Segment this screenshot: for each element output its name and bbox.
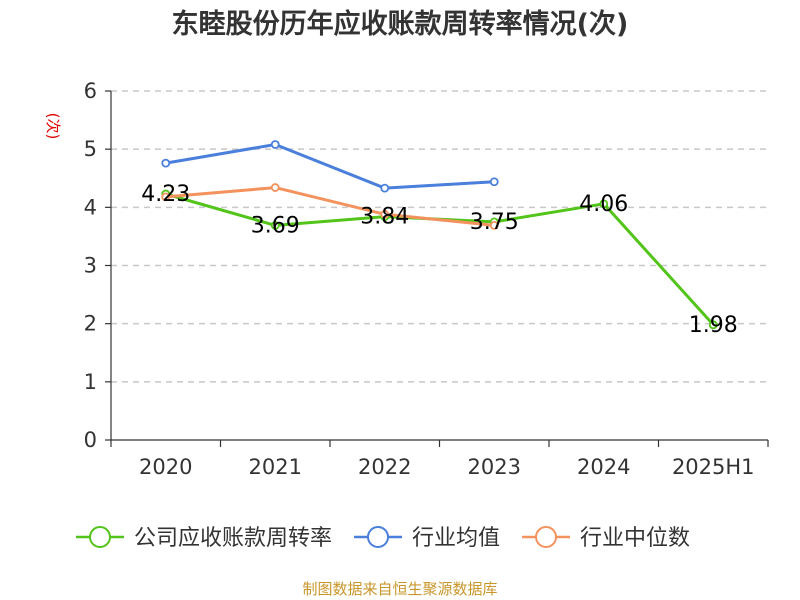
data-point (599, 199, 609, 209)
data-point (270, 220, 280, 230)
data-point (161, 158, 171, 168)
y-tick-label: 4 (84, 195, 97, 219)
y-tick-label: 2 (84, 312, 97, 336)
data-label: 1.98 (689, 313, 738, 338)
legend-label: 公司应收账款周转率 (134, 526, 332, 551)
axes (105, 90, 769, 447)
data-point (270, 183, 280, 192)
data-point (708, 320, 718, 330)
source-note: 制图数据来自恒生聚源数据库 (302, 580, 497, 598)
chart-title: 东睦股份历年应收账款周转率情况(次) (172, 8, 629, 40)
x-tick-label: 2022 (358, 455, 411, 479)
x-tick-label: 2021 (249, 455, 302, 479)
y-axis-label: (次) (44, 113, 62, 140)
legend-label: 行业均值 (412, 526, 500, 551)
y-tick-label: 0 (84, 428, 97, 452)
x-tick-label: 2025H1 (672, 455, 755, 479)
y-tick-label: 1 (84, 370, 97, 394)
data-point (380, 209, 390, 219)
data-labels: 4.23 3.69 3.84 3.75 4.06 1.98 (141, 182, 737, 338)
y-tick-label: 6 (84, 79, 97, 103)
y-tick-label: 3 (84, 254, 97, 278)
data-label: 3.75 (470, 210, 519, 235)
series-line (165, 143, 495, 190)
data-label: 3.69 (251, 213, 300, 238)
legend-swatch-marker (367, 526, 390, 548)
y-tick-labels: 0 1 2 3 4 5 6 (84, 79, 97, 452)
data-point (489, 177, 499, 187)
gridlines (111, 90, 768, 383)
legend-swatch-marker (535, 526, 558, 548)
data-point (489, 220, 499, 230)
legend-swatch-marker (89, 526, 111, 548)
x-tick-label: 2024 (577, 455, 630, 479)
legend-label: 行业中位数 (580, 526, 690, 551)
x-tick-label: 2020 (139, 455, 192, 479)
y-tick-label: 5 (84, 137, 97, 161)
data-label: 4.23 (141, 182, 190, 207)
x-tick-labels: 2020 2021 2022 2023 2024 2025H1 (139, 455, 755, 479)
legend: 公司应收账款周转率 行业均值 行业中位数 (76, 526, 690, 551)
data-point (380, 183, 390, 193)
x-tick-label: 2023 (468, 455, 521, 479)
data-label: 3.84 (360, 205, 409, 230)
data-label: 4.06 (579, 192, 628, 217)
series-line (165, 192, 715, 326)
series-lines (161, 140, 718, 330)
data-point (270, 140, 280, 149)
series-line (165, 186, 495, 227)
data-point (161, 192, 171, 202)
